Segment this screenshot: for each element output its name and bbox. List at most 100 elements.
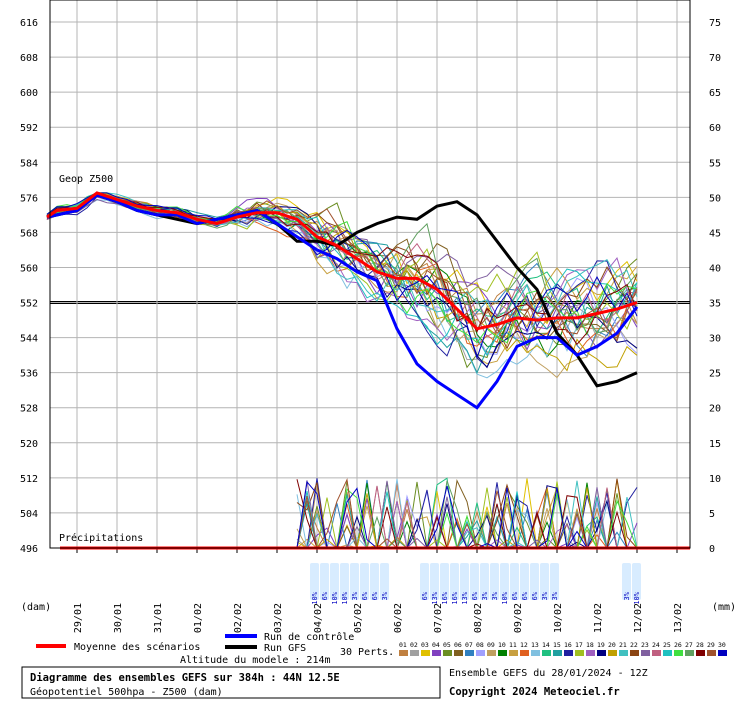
member-legend-label: 07 [465,641,473,649]
member-legend-swatch [421,650,430,656]
snow-marker [340,563,349,600]
left-tick-label: 592 [20,123,38,134]
left-axis-ticks: 616 608 600 592 584 576 568 560 552 544 536 528 520 5… [20,18,38,555]
snow-marker [500,563,509,600]
right-tick-label: 75 [709,18,721,29]
right-tick-label: 35 [709,299,721,310]
snow-probability: 6% [531,591,539,600]
snow-marker [380,563,389,600]
left-tick-label: 584 [20,158,38,169]
precip-label: Précipitations [59,532,143,544]
chart-subtitle: Géopotentiel 500hpa - Z500 (dam) [30,686,223,698]
x-tick-label: 06/02 [393,603,404,633]
member-legend-label: 17 [575,641,583,649]
snow-marker [632,563,641,600]
snow-probability: 3% [481,591,489,600]
left-tick-label: 616 [20,18,38,29]
left-tick-label: 536 [20,369,38,380]
main-series [46,191,639,410]
legend-mean-label: Moyenne des scénarios [74,641,200,653]
right-tick-label: 30 [709,334,721,345]
member-legend-label: 28 [696,641,704,649]
member-legend-swatch [399,650,408,656]
member-legend-label: 26 [674,641,682,649]
snow-marker [430,563,439,600]
snow-probability-labels: 10% 6% 10% 10% 3% 6% 6% 3% 6% 13% 16% 16% 13% 6% 3% 3% 1… [310,563,641,605]
legend-gfs-label: Run GFS [264,643,306,654]
snow-probability: 3% [551,591,559,600]
snow-marker [520,563,529,600]
right-tick-label: 20 [709,404,721,415]
snow-marker [460,563,469,600]
right-tick-label: 45 [709,228,721,239]
member-legend-swatch [487,650,496,656]
left-tick-label: 576 [20,193,38,204]
left-tick-label: 552 [20,299,38,310]
snow-probability: 10% [311,591,319,604]
member-line [46,193,638,334]
x-tick-label: 08/02 [473,603,484,633]
snow-probability: 10% [633,591,641,604]
member-legend-swatch [410,650,419,656]
member-legend-label: 25 [663,641,671,649]
left-tick-label: 600 [20,88,38,99]
snow-probability: 3% [623,591,631,600]
member-legend-label: 24 [652,641,660,649]
snow-probability: 10% [341,591,349,604]
left-tick-label: 512 [20,474,38,485]
snow-probability: 3% [381,591,389,600]
member-legend-swatch [641,650,650,656]
member-legend-swatch [652,650,661,656]
x-tick-label: 01/02 [193,603,204,633]
member-legend-swatch [476,650,485,656]
snow-marker [480,563,489,600]
snow-marker [510,563,519,600]
member-legend-swatch [608,650,617,656]
right-tick-label: 60 [709,123,721,134]
member-legend-label: 20 [608,641,616,649]
member-legend-swatch [553,650,562,656]
member-legend-label: 29 [707,641,715,649]
right-tick-label: 10 [709,474,721,485]
snow-marker [350,563,359,600]
snow-marker [540,563,549,600]
left-tick-label: 560 [20,263,38,274]
x-tick-label: 03/02 [273,603,284,633]
x-tick-label: 05/02 [353,603,364,633]
snow-marker [470,563,479,600]
left-tick-label: 544 [20,334,38,345]
member-legend-swatch [432,650,441,656]
model-altitude: Altitude du modele : 214m [180,655,331,666]
x-tick-label: 04/02 [313,603,324,633]
x-tick-label: 07/02 [433,603,444,633]
right-tick-label: 65 [709,88,721,99]
member-legend-label: 13 [531,641,539,649]
member-legend-label: 19 [597,641,605,649]
member-legend-swatch [520,650,529,656]
member-legend-label: 21 [619,641,627,649]
snow-probability: 3% [541,591,549,600]
member-legend-swatch [685,650,694,656]
chart-title: Diagramme des ensembles GEFS sur 384h : … [30,672,340,684]
x-tick-label: 02/02 [233,603,244,633]
snow-probability: 6% [511,591,519,600]
snow-marker [622,563,631,600]
member-legend-swatch [674,650,683,656]
mean-line [46,191,638,331]
member-legend-label: 05 [443,641,451,649]
snow-probability: 3% [491,591,499,600]
right-tick-label: 15 [709,439,721,450]
snow-probability: 3% [351,591,359,600]
right-tick-label: 40 [709,263,721,274]
member-legend-label: 27 [685,641,693,649]
plot-frame [49,0,691,549]
member-legend-label: 30 [718,641,726,649]
snow-marker [420,563,429,600]
member-legend-swatch [707,650,716,656]
right-tick-label: 55 [709,158,721,169]
snow-probability: 6% [471,591,479,600]
member-legend-swatch [564,650,573,656]
snow-probability: 6% [521,591,529,600]
